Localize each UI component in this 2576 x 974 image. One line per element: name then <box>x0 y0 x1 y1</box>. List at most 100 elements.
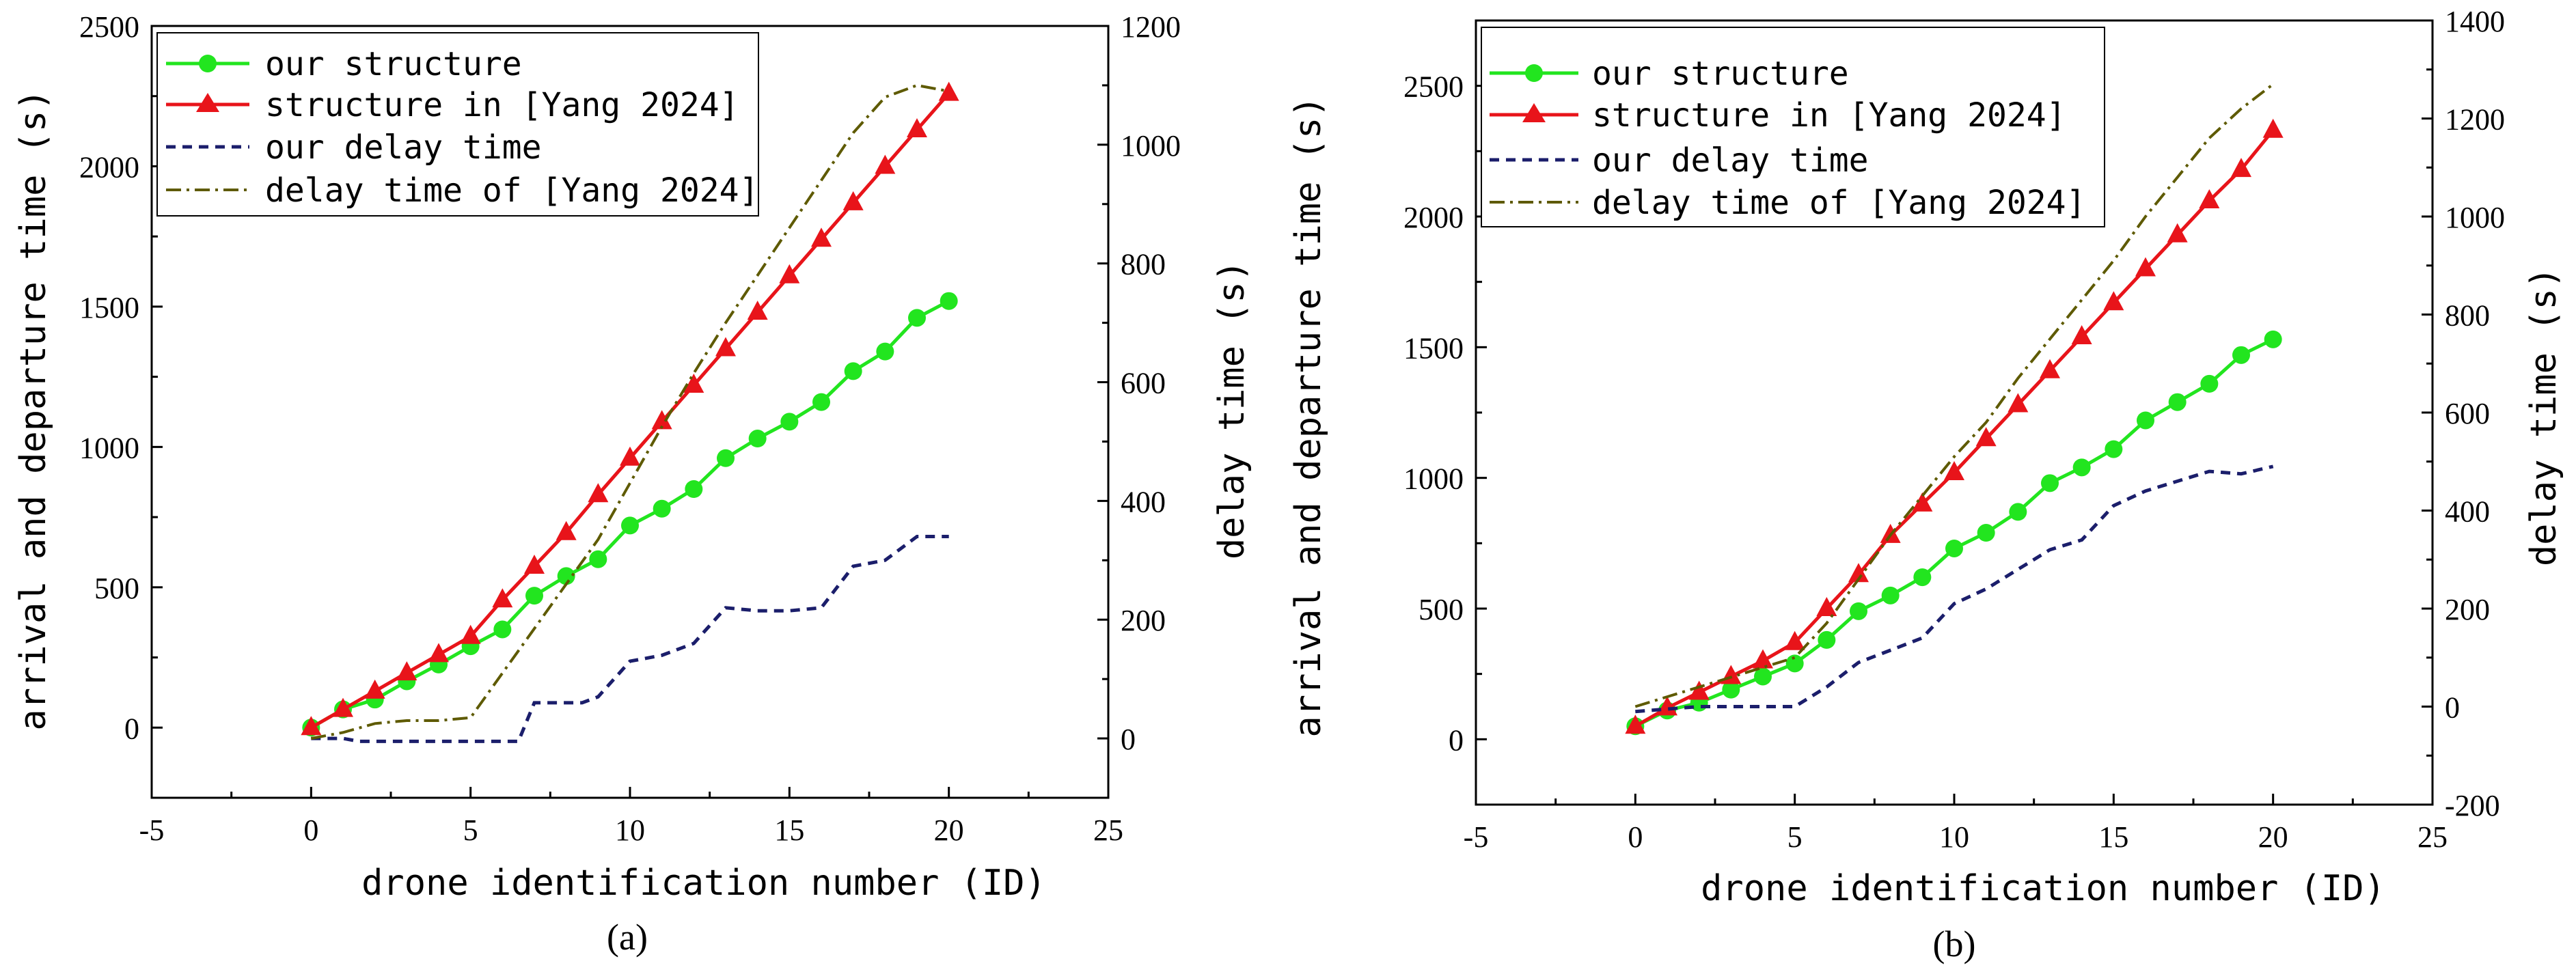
series-line-delay-time-of-yang-2024 <box>1634 83 2274 708</box>
data-point-yang-structure <box>2103 291 2124 311</box>
data-point-our-structure <box>1754 667 1772 686</box>
legend-label-our-delay: our delay time <box>265 128 542 167</box>
panel-b-right-y-ticks: -200 0 200 400 600 800 1000 1200 1400 <box>2422 5 2505 822</box>
data-point-our-structure <box>1977 524 1995 542</box>
data-point-yang-structure <box>907 118 927 138</box>
data-point-our-structure <box>812 393 830 411</box>
data-point-yang-structure <box>2167 223 2188 242</box>
data-point-yang-structure <box>1912 492 1933 512</box>
panel-a-left-y-axis-label: arrival and departure time (s) <box>13 89 54 730</box>
right-y-tick-label: -200 <box>2445 789 2500 822</box>
x-tick-label: 0 <box>1628 820 1643 854</box>
series-line-our-delay-time <box>1635 464 2274 714</box>
data-point-our-structure <box>1785 654 1804 673</box>
data-point-our-structure <box>2072 458 2091 477</box>
data-point-yang-structure <box>524 555 545 574</box>
data-point-yang-structure <box>811 227 832 247</box>
data-point-our-structure <box>2105 440 2123 458</box>
right-y-tick-label: 1000 <box>2445 201 2505 234</box>
right-y-tick-label: 400 <box>2445 495 2490 529</box>
panel-b-x-ticks: -5 0 5 10 15 20 25 <box>1464 794 2448 854</box>
legend-label-yang-delay: delay time of [Yang 2024] <box>1592 184 2085 222</box>
data-point-our-structure <box>621 516 639 535</box>
data-point-yang-structure <box>2199 189 2220 209</box>
data-point-our-structure <box>780 413 799 431</box>
data-point-yang-structure <box>1975 427 1997 447</box>
data-point-our-structure <box>2168 393 2187 411</box>
right-y-tick-label: 200 <box>2445 593 2490 626</box>
right-y-tick-label: 0 <box>1121 723 1136 756</box>
data-point-yang-structure <box>2231 158 2251 178</box>
data-point-yang-structure <box>2135 257 2156 277</box>
panel-b-legend-box <box>1481 27 2105 227</box>
x-tick-label: 20 <box>934 813 964 847</box>
left-y-tick-label: 2000 <box>79 150 139 184</box>
x-tick-label: 20 <box>2258 820 2288 854</box>
right-y-tick-label: 600 <box>1121 367 1166 400</box>
data-point-yang-structure <box>396 661 417 681</box>
data-point-yang-structure <box>428 643 449 663</box>
data-point-yang-structure <box>1816 597 1837 616</box>
left-y-tick-label: 2500 <box>1403 70 1464 104</box>
panel-a-caption: (a) <box>607 917 648 958</box>
panel-a-left-y-ticks: 0 500 1000 1500 2000 2500 <box>79 10 163 745</box>
x-tick-label: 5 <box>463 813 478 847</box>
data-point-yang-structure <box>875 154 896 174</box>
panel-a-legend: our structure structure in [Yang 2024] o… <box>156 32 759 217</box>
data-point-our-structure <box>557 567 575 585</box>
left-y-tick-label: 0 <box>1449 723 1464 757</box>
data-point-yang-structure <box>1688 680 1710 700</box>
data-point-yang-structure <box>683 373 704 393</box>
series-line-our-delay-time <box>311 535 949 743</box>
legend-label-yang-structure: structure in [Yang 2024] <box>1592 96 2066 135</box>
data-point-our-structure <box>908 309 926 327</box>
right-y-tick-label: 1200 <box>2445 103 2505 137</box>
data-point-yang-structure <box>2008 393 2029 413</box>
data-point-yang-structure <box>364 679 385 699</box>
panel-b-left-y-axis-label: arrival and departure time (s) <box>1288 96 1329 737</box>
data-point-our-structure <box>2137 411 2154 430</box>
data-point-our-structure <box>525 587 543 605</box>
data-point-our-structure <box>1850 602 1867 620</box>
left-y-tick-label: 500 <box>94 572 139 605</box>
panel-a-x-axis-label: drone identification number (ID) <box>361 863 1046 904</box>
data-point-yang-structure <box>620 446 640 466</box>
x-tick-label: 10 <box>615 813 645 847</box>
panel-a-series <box>301 81 959 743</box>
x-tick-label: -5 <box>1464 820 1489 854</box>
panel-a-right-y-ticks: 0 200 400 600 800 1000 1200 <box>1097 10 1181 756</box>
legend-marker-circle <box>1525 64 1543 82</box>
data-point-our-structure <box>2200 374 2219 393</box>
left-y-tick-label: 1500 <box>1403 331 1464 365</box>
data-point-our-structure <box>1913 568 1932 587</box>
right-y-tick-label: 0 <box>2445 691 2460 725</box>
legend-marker-circle <box>199 55 217 72</box>
data-point-our-structure <box>748 430 767 448</box>
data-point-our-structure <box>493 620 512 639</box>
right-y-tick-label: 400 <box>1121 485 1166 518</box>
right-y-tick-label: 800 <box>1121 248 1166 281</box>
data-point-our-structure <box>2009 503 2027 521</box>
panel-a-legend-box <box>156 32 759 217</box>
right-y-tick-label: 600 <box>2445 397 2490 430</box>
x-tick-label: -5 <box>139 813 165 847</box>
x-tick-label: 0 <box>303 813 318 847</box>
data-point-yang-structure <box>1657 696 1677 716</box>
x-tick-label: 5 <box>1787 820 1803 854</box>
left-y-tick-label: 2500 <box>79 10 139 44</box>
data-point-our-structure <box>876 342 894 361</box>
legend-label-yang-structure: structure in [Yang 2024] <box>265 86 739 124</box>
right-y-tick-label: 800 <box>2445 299 2490 333</box>
data-point-yang-structure <box>556 520 577 540</box>
x-tick-label: 15 <box>774 813 804 847</box>
data-point-our-structure <box>685 480 703 498</box>
panel-b-caption: (b) <box>1933 923 1976 964</box>
left-y-tick-label: 0 <box>124 712 139 745</box>
right-y-tick-label: 1400 <box>2445 5 2505 38</box>
legend-marker-triangle <box>196 93 219 112</box>
left-y-tick-label: 500 <box>1419 593 1464 626</box>
data-point-yang-structure <box>1848 563 1869 583</box>
x-tick-label: 10 <box>1939 820 1969 854</box>
left-y-tick-label: 1500 <box>79 291 139 324</box>
x-tick-label: 25 <box>2417 820 2448 854</box>
